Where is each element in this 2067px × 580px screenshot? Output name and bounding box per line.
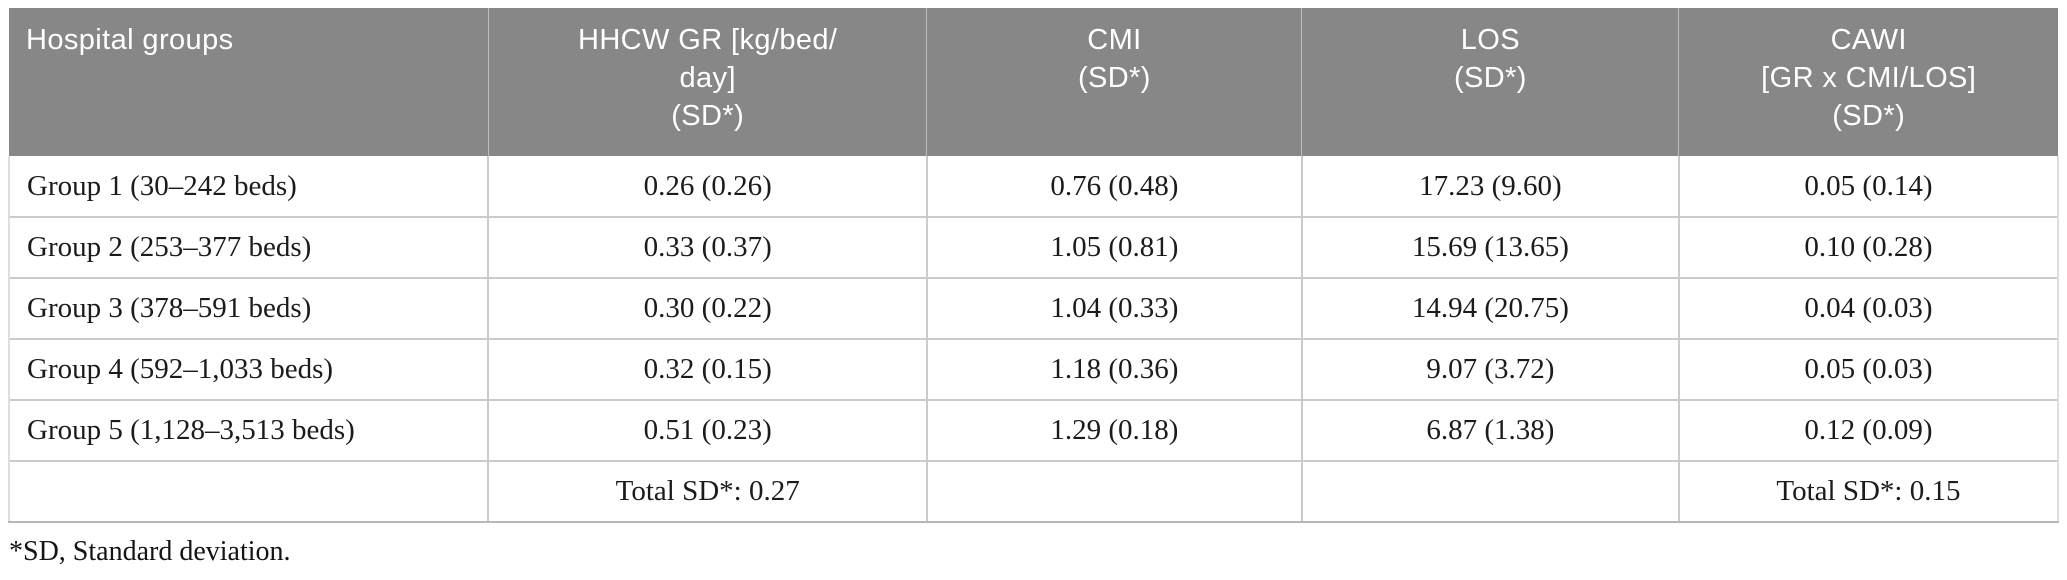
cell-group-label: Group 5 (1,128–3,513 beds): [7, 399, 489, 461]
table-row: Group 4 (592–1,033 beds) 0.32 (0.15) 1.1…: [7, 338, 2060, 400]
table-body: Group 1 (30–242 beds) 0.26 (0.26) 0.76 (…: [7, 156, 2060, 523]
cell-value: 9.07 (3.72): [1300, 338, 1679, 400]
column-header-hospital-groups: Hospital groups: [9, 8, 489, 156]
cell-group-label: Group 3 (378–591 beds): [7, 277, 489, 339]
cell-value: 1.05 (0.81): [925, 216, 1302, 278]
cell-value: 14.94 (20.75): [1300, 277, 1679, 339]
table-row: Group 5 (1,128–3,513 beds) 0.51 (0.23) 1…: [7, 399, 2060, 461]
cell-total-hhcw: Total SD*: 0.27: [487, 460, 927, 523]
table-row: Group 3 (378–591 beds) 0.30 (0.22) 1.04 …: [7, 277, 2060, 339]
cell-group-label: Group 1 (30–242 beds): [7, 156, 489, 217]
cell-empty: [1300, 460, 1679, 523]
cell-value: 0.10 (0.28): [1677, 216, 2060, 278]
cell-total-cawi: Total SD*: 0.15: [1677, 460, 2060, 523]
cell-value: 17.23 (9.60): [1300, 156, 1679, 217]
column-header-cawi: CAWI [GR x CMI/LOS] (SD*): [1678, 8, 2058, 156]
cell-empty: [7, 460, 489, 523]
column-header-hhcw-gr: HHCW GR [kg/bed/ day] (SD*): [487, 8, 927, 156]
cell-value: 6.87 (1.38): [1300, 399, 1679, 461]
table-row: Group 1 (30–242 beds) 0.26 (0.26) 0.76 (…: [7, 156, 2060, 217]
cell-value: 0.51 (0.23): [487, 399, 927, 461]
cell-value: 0.05 (0.03): [1677, 338, 2060, 400]
column-header-cmi: CMI (SD*): [926, 8, 1302, 156]
page: Hospital groups HHCW GR [kg/bed/ day] (S…: [7, 8, 2060, 567]
cell-value: 1.18 (0.36): [925, 338, 1302, 400]
cell-empty: [925, 460, 1302, 523]
table-footnote: *SD, Standard deviation.: [9, 536, 291, 567]
hospital-groups-table: Hospital groups HHCW GR [kg/bed/ day] (S…: [7, 8, 2060, 523]
cell-group-label: Group 2 (253–377 beds): [7, 216, 489, 278]
cell-value: 0.30 (0.22): [487, 277, 927, 339]
cell-value: 0.12 (0.09): [1677, 399, 2060, 461]
cell-value: 0.76 (0.48): [925, 156, 1302, 217]
table-header: Hospital groups HHCW GR [kg/bed/ day] (S…: [9, 8, 2058, 156]
column-header-los: LOS (SD*): [1301, 8, 1679, 156]
table-row: Group 2 (253–377 beds) 0.33 (0.37) 1.05 …: [7, 216, 2060, 278]
cell-value: 0.04 (0.03): [1677, 277, 2060, 339]
header-row: Hospital groups HHCW GR [kg/bed/ day] (S…: [9, 8, 2058, 156]
cell-value: 0.26 (0.26): [487, 156, 927, 217]
cell-group-label: Group 4 (592–1,033 beds): [7, 338, 489, 400]
cell-value: 0.05 (0.14): [1677, 156, 2060, 217]
cell-value: 1.04 (0.33): [925, 277, 1302, 339]
cell-value: 0.33 (0.37): [487, 216, 927, 278]
cell-value: 15.69 (13.65): [1300, 216, 1679, 278]
cell-value: 0.32 (0.15): [487, 338, 927, 400]
cell-value: 1.29 (0.18): [925, 399, 1302, 461]
table-total-row: Total SD*: 0.27 Total SD*: 0.15: [7, 460, 2060, 523]
